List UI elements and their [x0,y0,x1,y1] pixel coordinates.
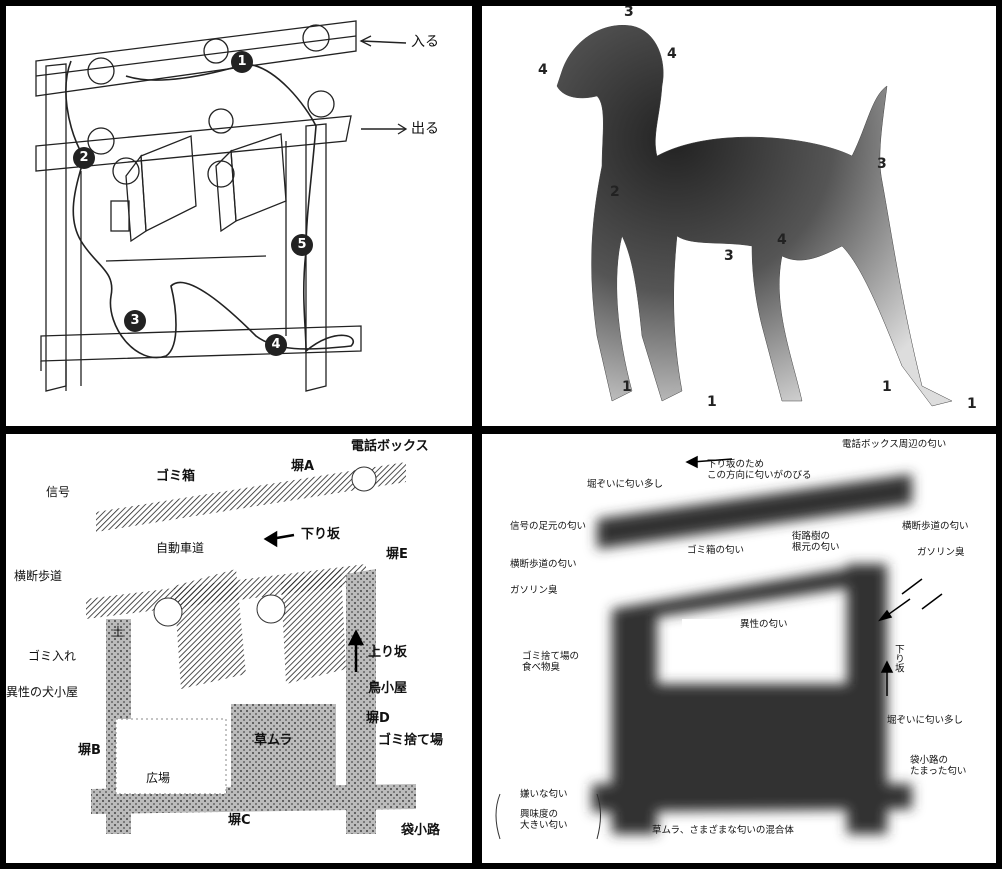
label-gas-right: ガソリン臭 [917,547,965,558]
label-trash-bin: ゴミ入れ [28,649,77,663]
step-marker-3: 3 [124,310,146,332]
label-gas-left: ガソリン臭 [510,585,558,596]
step-marker-1: 1 [231,51,253,73]
marker-hindleg-1: 1 [882,379,892,395]
top-wall [35,20,357,97]
smell-map [495,455,943,840]
label-trash-box: ゴミ箱 [156,469,196,484]
dog-figure-panel: 3 4 4 2 3 4 3 1 1 1 1 [482,6,996,426]
step-marker-4: 4 [265,334,287,356]
marker-foreleg-2: 1 [707,394,717,410]
marker-head-top: 3 [624,6,634,20]
label-signal: 信号 [46,485,71,499]
legend-dislike: 嫌いな匂い [520,789,568,800]
label-wall-c: 塀C [228,813,251,828]
label-wall-a: 塀A [291,459,315,474]
wall-a-shape [96,462,406,532]
label-wall-e: 塀E [386,547,408,562]
route-diagram-panel: 入る 出る 1 2 3 4 5 [6,6,472,426]
route-diagram [35,20,408,392]
label-crosswalk: 横断歩道 [14,569,63,583]
step-marker-2: 2 [73,147,95,169]
label-exit: 出る [411,121,439,137]
label-phone-smell: 電話ボックス周辺の匂い [842,439,947,450]
marker-chest: 2 [610,184,620,200]
house-left [140,135,197,233]
label-downhill: 下り坂 [301,527,341,542]
label-dump-food: ゴミ捨て場の 食べ物臭 [522,651,580,673]
label-grass: 草ムラ [254,733,293,748]
label-wall-smell-top: 堀ぞいに匂い多し [587,479,664,490]
marker-tail: 3 [877,156,887,172]
label-enter: 入る [411,34,439,50]
label-mixed-smell: 草ムラ、さまざまな匂いの混合体 [652,825,794,836]
label-kennel: 異性の犬小屋 [6,685,79,699]
label-trash-smell: ゴミ箱の匂い [687,545,745,556]
label-signal-smell: 信号の足元の匂い [510,521,587,532]
label-dead-end: 袋小路 [401,823,441,838]
label-dump: ゴミ捨て場 [378,733,444,748]
marker-elbow: 3 [724,248,734,264]
label-phone-box: 電話ボックス [351,439,429,454]
label-birdhouse: 鳥小屋 [368,681,408,696]
label-dead-end-smell: 袋小路の たまった匂い [910,755,967,777]
smell-map-panel: 下り坂のため この方向に匂いがのびる 電話ボックス周辺の匂い 堀ぞいに匂い多し … [482,434,996,863]
bottom-wall [40,325,362,362]
marker-foreleg-1: 1 [622,379,632,395]
label-wall-d: 塀D [366,711,390,726]
smell-band-top [597,474,912,549]
dog-silhouette [556,24,953,407]
dog-figure [556,24,953,407]
label-tree-smell: 街路樹の 根元の匂い [792,531,840,553]
label-crosswalk-smell-left: 横断歩道の匂い [510,559,577,570]
label-wall-b: 塀B [78,743,101,758]
label-downhill-vertical: 下り坂 [892,644,904,673]
label-road: 自動車道 [156,541,205,555]
town-map [86,462,416,834]
marker-hindleg-2: 1 [967,396,977,412]
walking-route [65,60,354,359]
label-opposite-sex-smell: 異性の匂い [740,619,788,630]
label-soil: 土 [112,625,125,639]
right-wall [305,123,327,392]
left-wall [45,63,67,392]
label-uphill: 上り坂 [368,645,408,660]
opposite-sex-area [682,619,737,669]
marker-belly: 4 [777,232,787,248]
middle-wall [35,115,352,172]
legend-interest: 興味度の 大きい匂い [520,809,568,831]
label-square: 広場 [146,771,171,785]
grass-area [231,704,336,789]
step-marker-5: 5 [291,234,313,256]
label-crosswalk-smell-right: 横断歩道の匂い [902,521,969,532]
label-downhill-note: 下り坂のため この方向に匂いがのびる [707,459,812,481]
marker-nose: 4 [538,62,548,78]
label-wall-smell-right: 堀ぞいに匂い多し [887,715,964,726]
town-map-panel: 電話ボックス 塀A ゴミ箱 信号 下り坂 自動車道 塀E 横断歩道 土 ゴミ入れ… [6,434,472,863]
marker-ear: 4 [667,46,677,62]
smell-band-mid [612,564,872,624]
